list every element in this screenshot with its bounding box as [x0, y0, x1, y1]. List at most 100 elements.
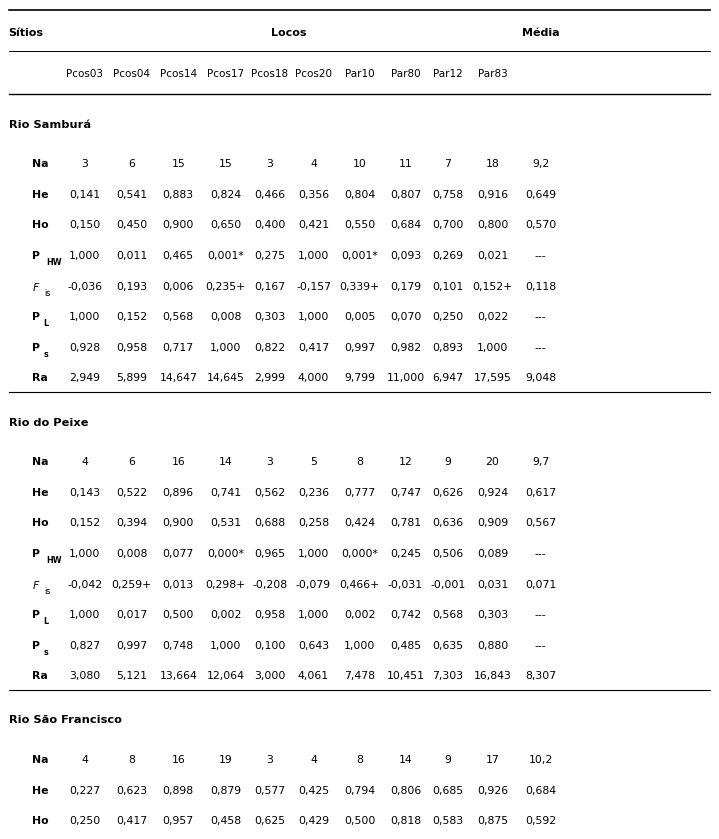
- Text: 0,022: 0,022: [477, 312, 508, 322]
- Text: 0,916: 0,916: [477, 190, 508, 200]
- Text: 0,417: 0,417: [116, 816, 147, 826]
- Text: 0,928: 0,928: [69, 342, 101, 352]
- Text: 0,152: 0,152: [116, 312, 147, 322]
- Text: 0,900: 0,900: [162, 519, 194, 529]
- Text: 0,424: 0,424: [344, 519, 375, 529]
- Text: ---: ---: [535, 342, 546, 352]
- Text: 0,623: 0,623: [116, 786, 147, 795]
- Text: 0,684: 0,684: [525, 786, 557, 795]
- Text: 0,303: 0,303: [477, 610, 508, 620]
- Text: Pcos18: Pcos18: [251, 70, 288, 79]
- Text: ---: ---: [535, 312, 546, 322]
- Text: -0,031: -0,031: [388, 580, 423, 590]
- Text: 0,141: 0,141: [69, 190, 101, 200]
- Text: 0,001*: 0,001*: [341, 251, 378, 261]
- Text: Ra: Ra: [32, 373, 47, 383]
- Text: 1,000: 1,000: [298, 312, 329, 322]
- Text: 0,562: 0,562: [254, 487, 285, 498]
- Text: 4: 4: [310, 755, 317, 765]
- Text: 0,425: 0,425: [298, 786, 329, 795]
- Text: 0,235+: 0,235+: [206, 282, 246, 292]
- Text: 0,394: 0,394: [116, 519, 147, 529]
- Text: 0,236: 0,236: [298, 487, 329, 498]
- Text: 4,061: 4,061: [298, 671, 329, 681]
- Text: 11: 11: [398, 159, 413, 169]
- Text: 1,000: 1,000: [69, 549, 101, 559]
- Text: 0,883: 0,883: [162, 190, 194, 200]
- Text: Par83: Par83: [477, 70, 508, 79]
- Text: 0,339+: 0,339+: [339, 282, 380, 292]
- Text: 9,2: 9,2: [532, 159, 549, 169]
- Text: 19: 19: [219, 755, 233, 765]
- Text: Pcos20: Pcos20: [295, 70, 332, 79]
- Text: 0,818: 0,818: [390, 816, 421, 826]
- Text: 0,748: 0,748: [162, 641, 194, 650]
- Text: 0,002: 0,002: [344, 610, 375, 620]
- Text: is: is: [45, 586, 51, 596]
- Text: 13,664: 13,664: [160, 671, 197, 681]
- Text: Ho: Ho: [32, 519, 48, 529]
- Text: 0,700: 0,700: [432, 221, 464, 231]
- Text: 0,896: 0,896: [162, 487, 194, 498]
- Text: 0,650: 0,650: [210, 221, 242, 231]
- Text: 8: 8: [356, 457, 363, 467]
- Text: 0,567: 0,567: [525, 519, 557, 529]
- Text: Sítios: Sítios: [9, 28, 44, 38]
- Text: 0,982: 0,982: [390, 342, 421, 352]
- Text: 0,008: 0,008: [210, 312, 242, 322]
- Text: ---: ---: [535, 549, 546, 559]
- Text: 14: 14: [219, 457, 233, 467]
- Text: 7,478: 7,478: [344, 671, 375, 681]
- Text: 0,000*: 0,000*: [207, 549, 244, 559]
- Text: 0,008: 0,008: [116, 549, 147, 559]
- Text: Pcos04: Pcos04: [113, 70, 150, 79]
- Text: 1,000: 1,000: [69, 312, 101, 322]
- Text: 0,005: 0,005: [344, 312, 375, 322]
- Text: 0,577: 0,577: [254, 786, 285, 795]
- Text: 0,000*: 0,000*: [341, 549, 378, 559]
- Text: 0,021: 0,021: [477, 251, 508, 261]
- Text: 0,957: 0,957: [162, 816, 194, 826]
- Text: 0,070: 0,070: [390, 312, 421, 322]
- Text: 0,143: 0,143: [69, 487, 101, 498]
- Text: 8,307: 8,307: [525, 671, 557, 681]
- Text: 0,893: 0,893: [432, 342, 464, 352]
- Text: 1,000: 1,000: [210, 342, 242, 352]
- Text: 20: 20: [485, 457, 500, 467]
- Text: 9: 9: [444, 457, 452, 467]
- Text: 9: 9: [444, 755, 452, 765]
- Text: 0,804: 0,804: [344, 190, 375, 200]
- Text: Rio do Peixe: Rio do Peixe: [9, 418, 88, 428]
- Text: 0,417: 0,417: [298, 342, 329, 352]
- Text: 1,000: 1,000: [69, 251, 101, 261]
- Text: Pcos14: Pcos14: [160, 70, 197, 79]
- Text: 0,421: 0,421: [298, 221, 329, 231]
- Text: 0,781: 0,781: [390, 519, 421, 529]
- Text: 16: 16: [171, 457, 186, 467]
- Text: 0,926: 0,926: [477, 786, 508, 795]
- Text: 0,794: 0,794: [344, 786, 375, 795]
- Text: s: s: [43, 350, 48, 359]
- Text: 0,822: 0,822: [254, 342, 285, 352]
- Text: 0,152: 0,152: [69, 519, 101, 529]
- Text: 6,947: 6,947: [432, 373, 464, 383]
- Text: 3,000: 3,000: [254, 671, 285, 681]
- Text: 3: 3: [266, 755, 273, 765]
- Text: 0,531: 0,531: [210, 519, 242, 529]
- Text: 0,002: 0,002: [210, 610, 242, 620]
- Text: 0,777: 0,777: [344, 487, 375, 498]
- Text: 0,758: 0,758: [432, 190, 464, 200]
- Text: P: P: [32, 342, 40, 352]
- Text: 0,806: 0,806: [390, 786, 421, 795]
- Text: 4: 4: [81, 457, 88, 467]
- Text: P: P: [32, 610, 40, 620]
- Text: 0,500: 0,500: [344, 816, 375, 826]
- Text: 0,747: 0,747: [390, 487, 421, 498]
- Text: 0,429: 0,429: [298, 816, 329, 826]
- Text: 0,485: 0,485: [390, 641, 421, 650]
- Text: 9,7: 9,7: [532, 457, 549, 467]
- Text: Média: Média: [522, 28, 559, 38]
- Text: -0,157: -0,157: [296, 282, 331, 292]
- Text: 15: 15: [171, 159, 186, 169]
- Text: Pcos17: Pcos17: [207, 70, 244, 79]
